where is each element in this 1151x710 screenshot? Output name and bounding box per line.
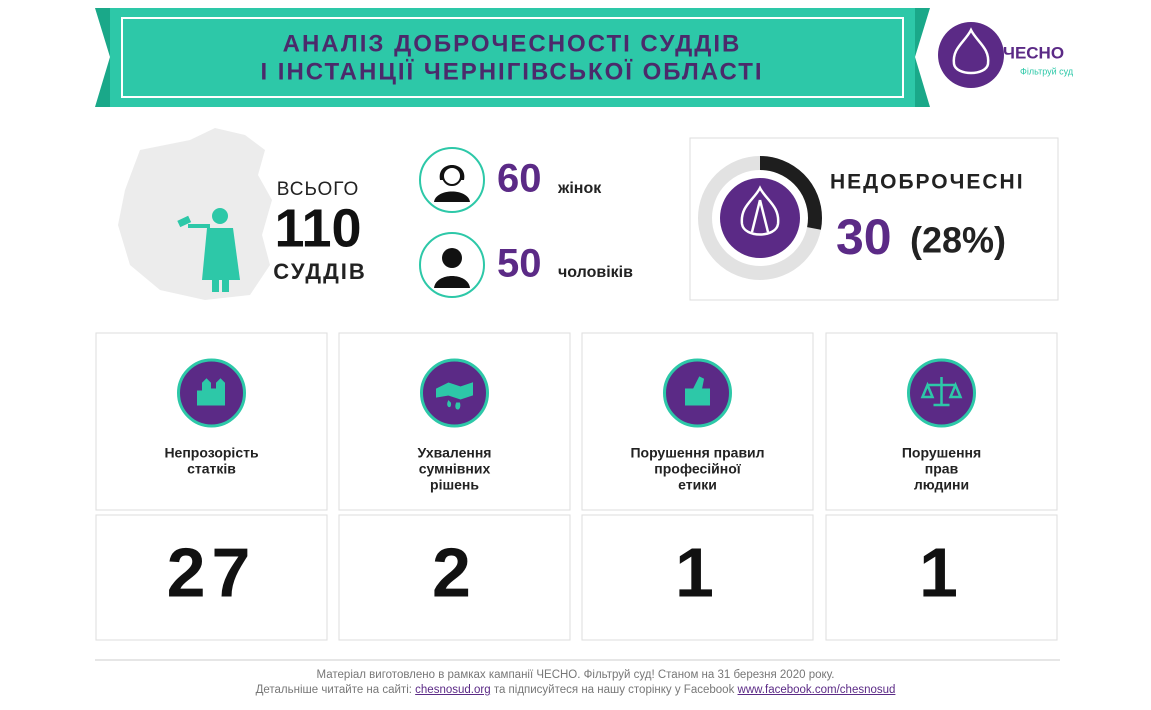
total-label: СУДДІВ — [273, 259, 367, 284]
footer: Матеріал виготовлено в рамках кампанії Ч… — [0, 668, 1151, 698]
women-count: 60 — [497, 157, 542, 201]
category-glyph — [685, 376, 710, 406]
title-line: І ІНСТАНЦІЇ ЧЕРНІГІВСЬКОЇ ОБЛАСТІ — [260, 58, 763, 85]
count-card — [338, 514, 571, 641]
gauge-center — [720, 178, 800, 258]
footer-text: та підписуйтеся на нашу сторінку у Faceb… — [493, 684, 735, 696]
category-label: сумнівних — [419, 461, 491, 477]
women-label: жінок — [557, 180, 602, 197]
banner — [110, 8, 915, 107]
banner-frame — [121, 17, 904, 98]
category-glyph — [920, 377, 963, 407]
logo-name: ЧЕСНО — [1003, 43, 1064, 62]
title-line: АНАЛІЗ ДОБРОЧЕСНОСТІ СУДДІВ — [283, 30, 742, 57]
category-label: етики — [678, 477, 717, 493]
category-glyph — [197, 378, 225, 406]
total-count: 110 — [274, 198, 361, 258]
total-label: ВСЬОГО — [277, 179, 360, 200]
category-count: 1 — [919, 533, 964, 611]
region-map — [118, 128, 272, 300]
women-icon-figure — [434, 165, 470, 202]
men-count: 50 — [497, 242, 542, 286]
men-icon-figure — [434, 248, 470, 288]
dishonest-label: НЕДОБРОЧЕСНІ — [830, 171, 1025, 194]
category-label: Ухвалення — [418, 445, 492, 461]
category-glyph — [436, 382, 473, 410]
count-card — [581, 514, 814, 641]
count-card — [95, 514, 328, 641]
category-label: професійної — [654, 461, 742, 477]
category-label: прав — [925, 461, 959, 477]
logo-circle — [938, 22, 1004, 88]
men-label: чоловіків — [558, 264, 633, 281]
logo-garlic — [952, 27, 990, 75]
category-label: рішень — [430, 477, 479, 493]
footer-text: Детальніше читайте на сайті: — [255, 684, 412, 696]
category-label: Непрозорість — [164, 445, 259, 461]
facebook-link[interactable]: www.facebook.com/chesnosud — [737, 684, 896, 696]
footer-line: Матеріал виготовлено в рамках кампанії Ч… — [316, 669, 835, 681]
site-link[interactable]: chesnosud.org — [415, 684, 491, 696]
category-count: 27 — [167, 533, 257, 611]
gauge-arc — [698, 156, 822, 280]
garlic-icon — [740, 185, 780, 236]
judge-icon — [177, 208, 240, 292]
footer-line: Детальніше читайте на сайті: chesnosud.o… — [0, 683, 1151, 698]
category-label: статків — [187, 461, 236, 477]
category-count: 2 — [432, 533, 477, 611]
category-label: Порушення — [902, 445, 981, 461]
logo-tagline: Фільтруй суд — [1020, 66, 1074, 76]
count-card — [825, 514, 1058, 641]
category-count: 1 — [675, 533, 720, 611]
dishonest-share: (28%) — [910, 220, 1006, 261]
category-label: Порушення правил — [630, 445, 764, 461]
category-label: людини — [914, 477, 969, 493]
dishonest-count: 30 — [836, 209, 892, 265]
